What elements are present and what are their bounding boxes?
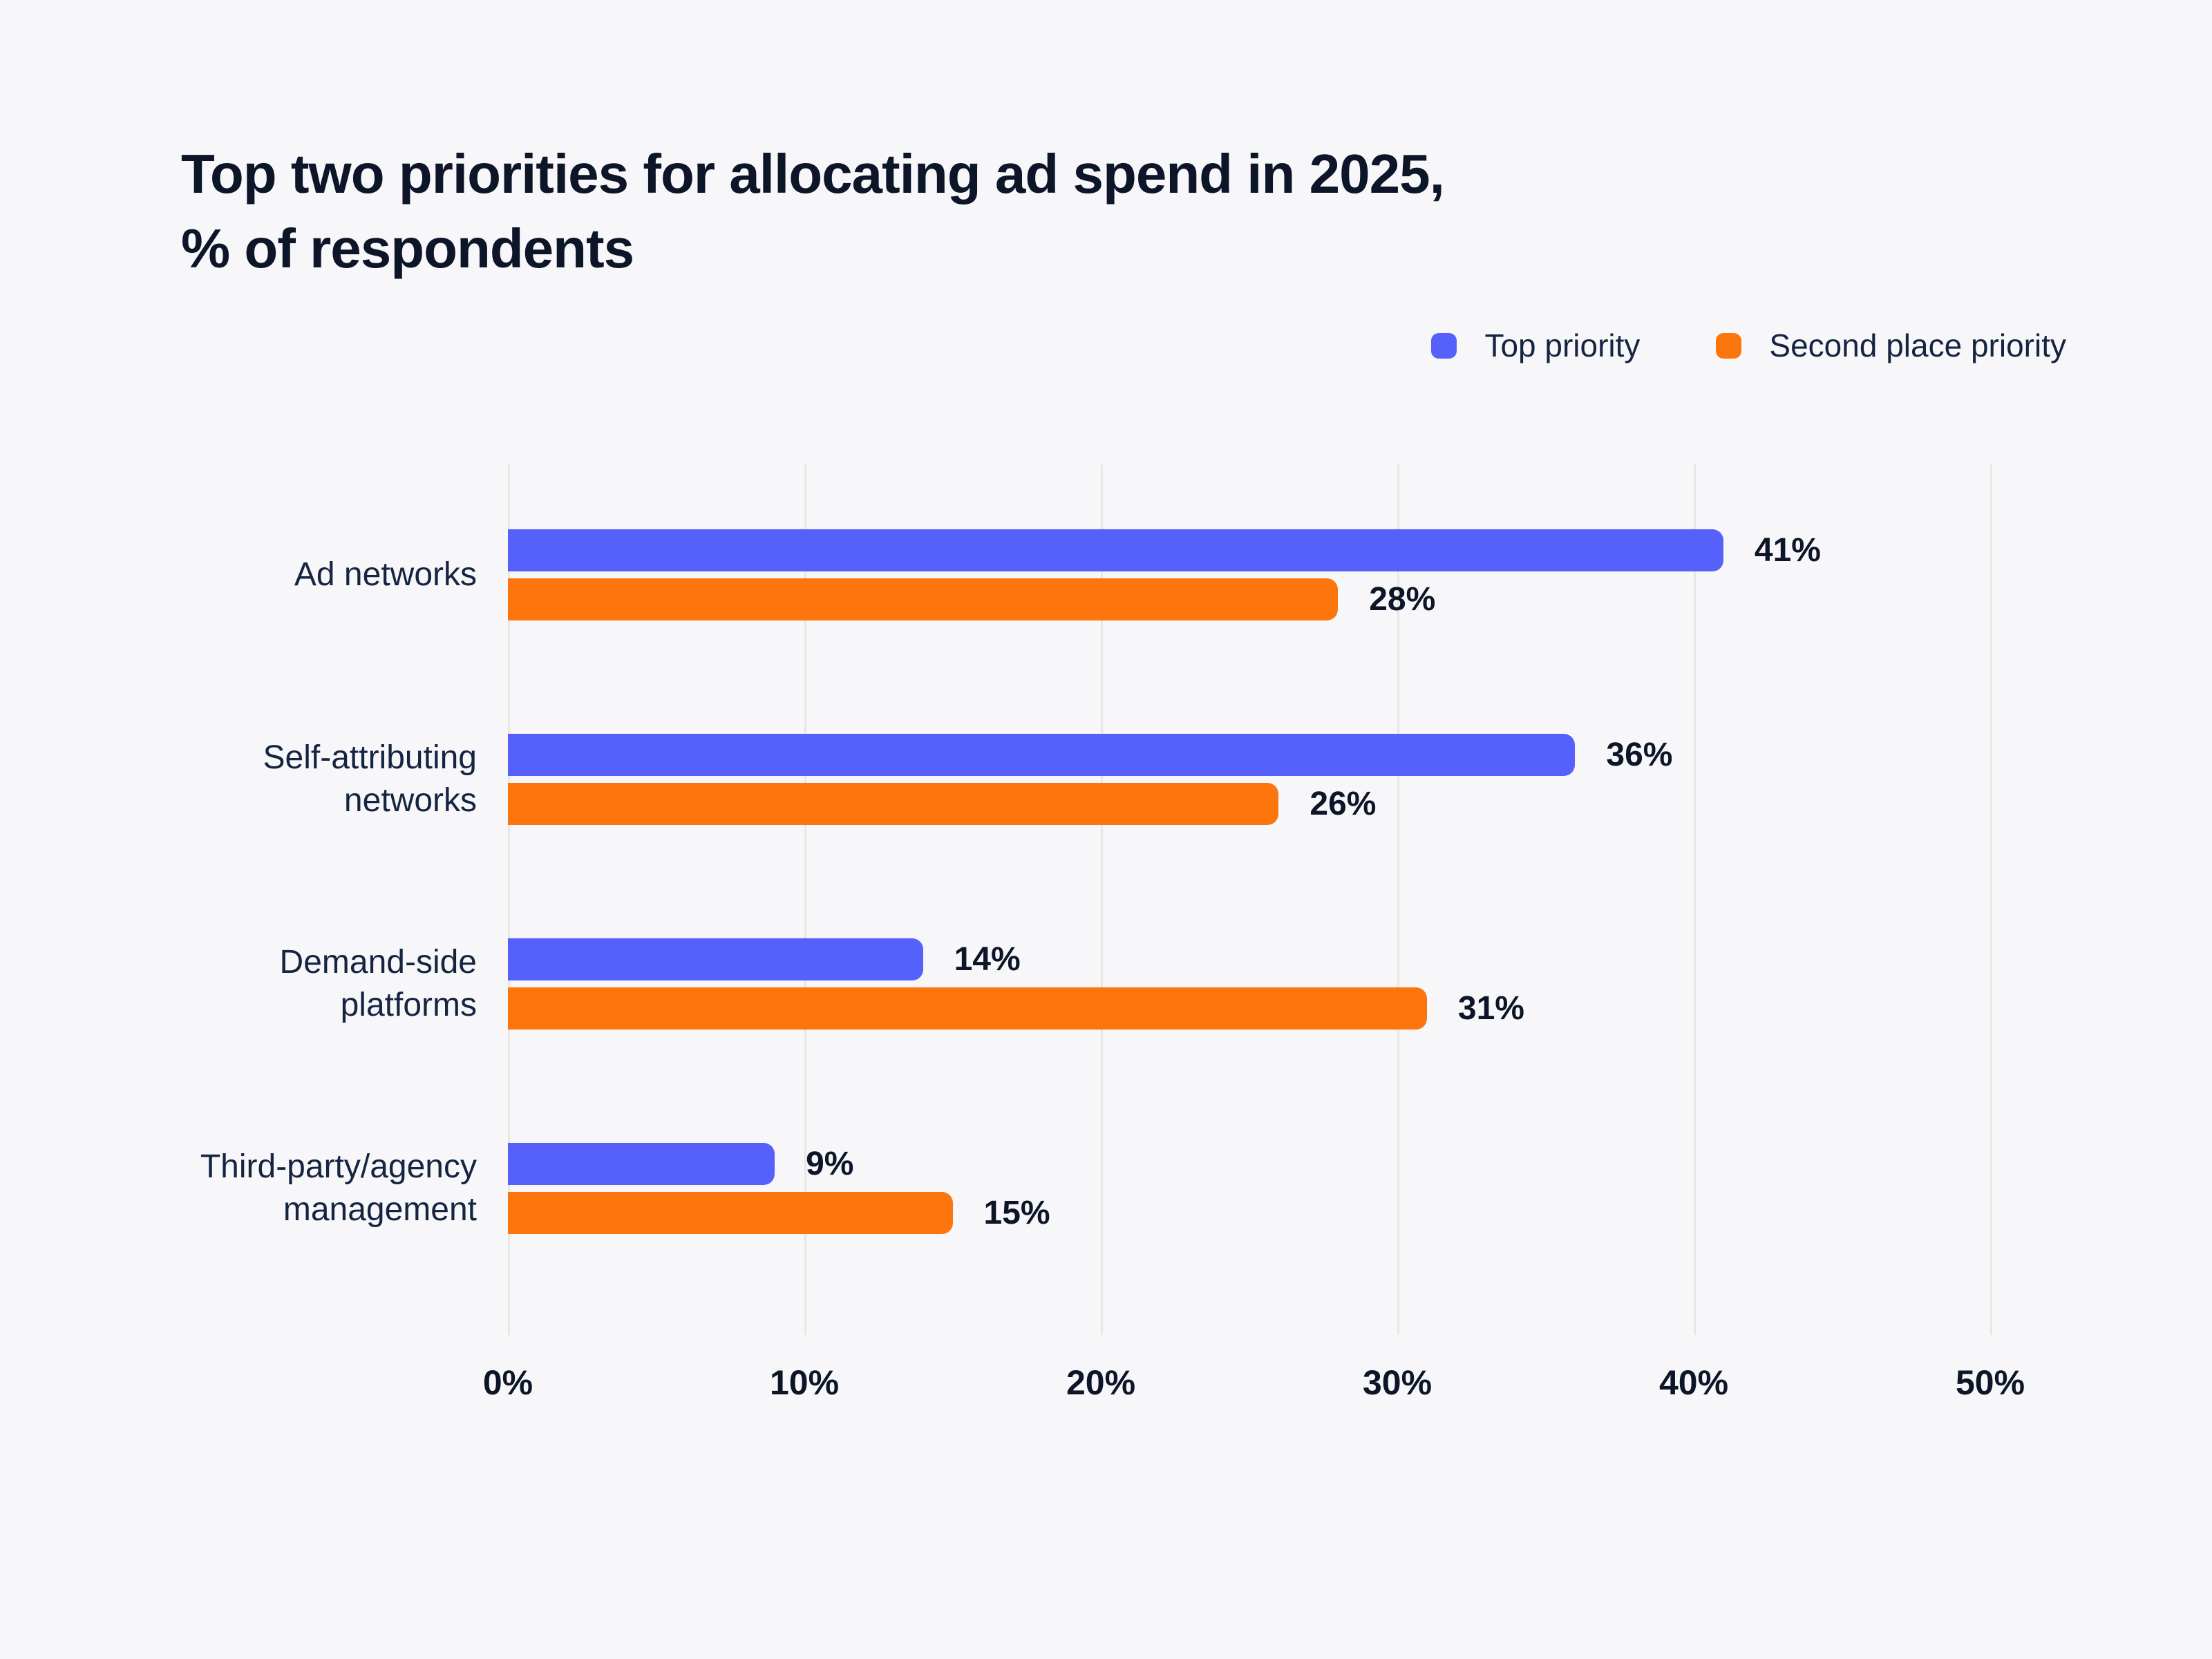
category-label: Self-attributing networks (263, 739, 478, 819)
bar-value-label: 41% (1754, 532, 1821, 569)
legend-swatch-second-place-priority-icon (1716, 332, 1742, 359)
legend-label-second-place-priority: Second place priority (1769, 328, 2066, 363)
bar-second-place-priority (508, 783, 1279, 825)
legend-item-top-priority: Top priority (1431, 327, 1640, 364)
chart-title: Top two priorities for allocating ad spe… (181, 143, 1445, 279)
category-label: Third-party/agency management (200, 1148, 477, 1228)
legend: Top priority Second place priority (1431, 325, 2066, 366)
category-label: Demand-side platforms (279, 944, 477, 1023)
gridline-10% (804, 464, 806, 1335)
legend-item-second-place-priority: Second place priority (1716, 327, 2066, 364)
bar-second-place-priority (508, 578, 1339, 620)
gridline-50% (1990, 464, 1992, 1335)
bar-second-place-priority (508, 1192, 953, 1234)
x-tick-label-40%: 40% (1658, 1363, 1729, 1402)
bar-value-label: 14% (954, 941, 1021, 978)
bar-value-label: 9% (806, 1146, 854, 1182)
x-tick-label-0%: 0% (482, 1363, 533, 1402)
bar-top-priority (508, 1143, 775, 1185)
category-label: Ad networks (294, 556, 477, 593)
x-tick-label-50%: 50% (1955, 1363, 2025, 1402)
gridline-0% (508, 464, 510, 1335)
x-tick-label-20%: 20% (1066, 1363, 1136, 1402)
bar-top-priority (508, 734, 1576, 776)
plot-area: 41% 36% 14% 9% 28% 26% 31% 15% (508, 464, 1992, 1335)
gridline-20% (1101, 464, 1103, 1335)
bar-value-label: 36% (1606, 737, 1673, 773)
gridline-40% (1694, 464, 1696, 1335)
bar-second-place-priority (508, 987, 1427, 1030)
bar-value-label: 15% (983, 1195, 1050, 1231)
x-tick-label-30%: 30% (1362, 1363, 1433, 1402)
bar-value-label: 26% (1310, 786, 1377, 822)
bar-value-label: 31% (1457, 990, 1524, 1027)
bar-top-priority (508, 938, 923, 980)
gridline-30% (1397, 464, 1399, 1335)
bar-value-label: 28% (1369, 581, 1436, 618)
x-tick-label-10%: 10% (769, 1363, 840, 1402)
legend-label-top-priority: Top priority (1484, 328, 1641, 363)
bar-top-priority (508, 529, 1723, 571)
legend-swatch-top-priority-icon (1431, 332, 1457, 359)
